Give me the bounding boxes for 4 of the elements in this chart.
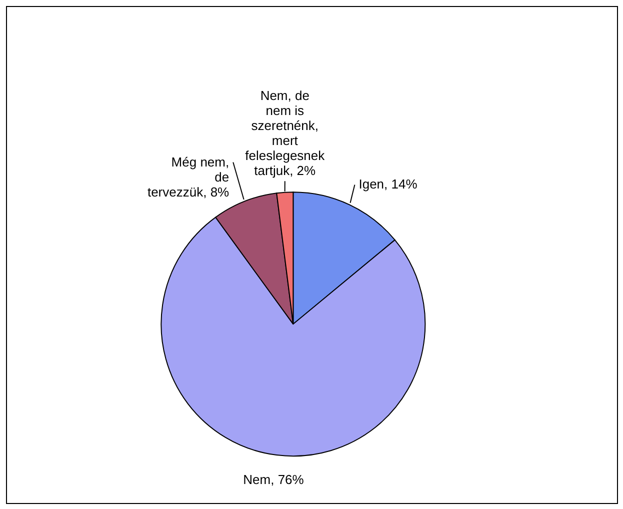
slice-label: Még nem, de tervezzük, 8%: [147, 154, 230, 200]
slice-label: Nem, 76%: [243, 472, 304, 487]
slice-label: Nem, de nem is szeretnénk, mert feleslegesnek tartjuk, 2%: [245, 88, 326, 178]
slice-label: Igen, 14%: [358, 176, 418, 192]
